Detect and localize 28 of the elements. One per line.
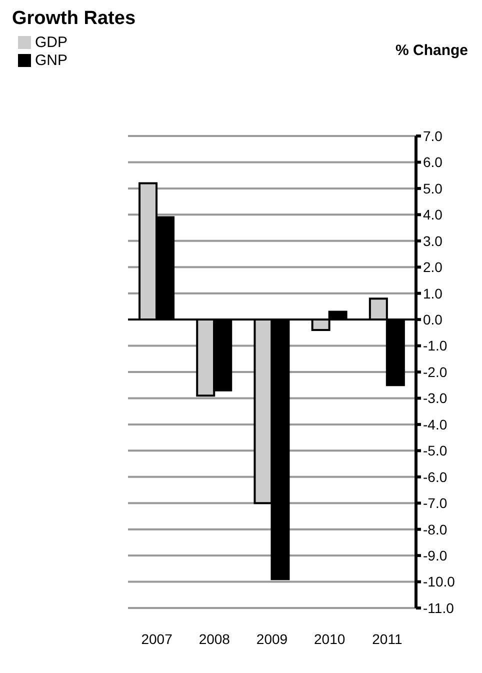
y-tick-label: -11.0 <box>423 600 454 616</box>
y-tick-label: 3.0 <box>423 232 443 249</box>
x-tick-label: 2008 <box>198 630 230 647</box>
y-axis-title: % Change <box>395 42 468 59</box>
x-tick-label: 2009 <box>256 630 288 647</box>
y-tick-label: -2.0 <box>423 364 448 380</box>
y-tick-label: 2.0 <box>423 259 443 276</box>
y-tick-label: 1.0 <box>423 285 443 302</box>
y-tick-label: -6.0 <box>423 468 448 485</box>
y-tick-label: -3.0 <box>423 390 448 406</box>
y-tick-label: -9.0 <box>423 548 448 564</box>
y-tick-label: -7.0 <box>423 495 448 512</box>
x-tick-label: 2010 <box>314 630 346 647</box>
x-tick-label: 2011 <box>372 630 402 647</box>
chart-title: Growth Rates <box>12 8 136 30</box>
x-tick-label: 2007 <box>141 630 173 647</box>
legend-label: GNP <box>35 52 68 69</box>
y-tick-label: 5.0 <box>423 180 443 196</box>
legend-label: GDP <box>35 34 68 51</box>
y-tick-label: -10.0 <box>423 574 456 590</box>
y-tick-label: -5.0 <box>423 442 448 459</box>
y-tick-label: -4.0 <box>423 416 448 432</box>
y-tick-label: -8.0 <box>423 521 448 538</box>
y-tick-label: -1.0 <box>423 338 448 354</box>
y-tick-label: 7.0 <box>423 128 443 144</box>
y-tick-label: 4.0 <box>423 206 443 223</box>
y-tick-label: 0.0 <box>423 312 443 328</box>
y-tick-label: 6.0 <box>423 154 443 170</box>
